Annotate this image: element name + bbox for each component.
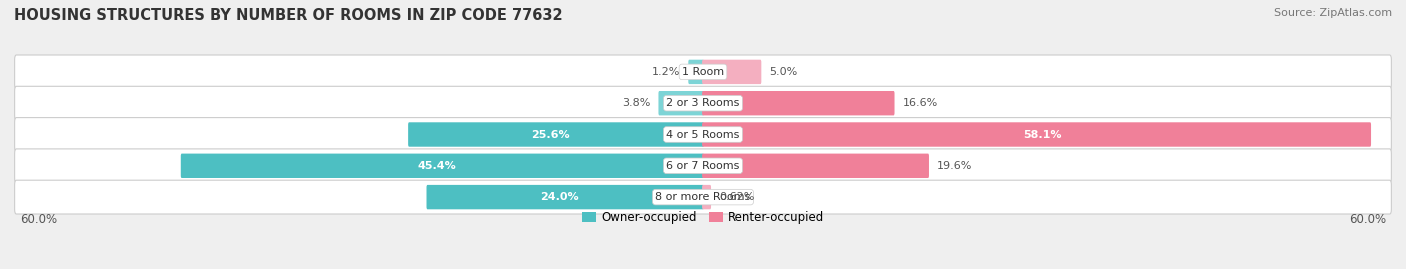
Text: 0.62%: 0.62% [720, 192, 755, 202]
FancyBboxPatch shape [658, 91, 704, 115]
Text: 60.0%: 60.0% [1350, 213, 1386, 226]
Text: 5.0%: 5.0% [769, 67, 797, 77]
FancyBboxPatch shape [702, 154, 929, 178]
Text: Source: ZipAtlas.com: Source: ZipAtlas.com [1274, 8, 1392, 18]
FancyBboxPatch shape [426, 185, 704, 209]
Text: 24.0%: 24.0% [540, 192, 579, 202]
Text: 1.2%: 1.2% [651, 67, 681, 77]
Text: 45.4%: 45.4% [418, 161, 456, 171]
FancyBboxPatch shape [702, 60, 761, 84]
FancyBboxPatch shape [408, 122, 704, 147]
Text: 60.0%: 60.0% [20, 213, 56, 226]
Text: 58.1%: 58.1% [1024, 129, 1062, 140]
Text: 4 or 5 Rooms: 4 or 5 Rooms [666, 129, 740, 140]
Text: 1 Room: 1 Room [682, 67, 724, 77]
FancyBboxPatch shape [689, 60, 704, 84]
Text: 3.8%: 3.8% [621, 98, 650, 108]
Text: HOUSING STRUCTURES BY NUMBER OF ROOMS IN ZIP CODE 77632: HOUSING STRUCTURES BY NUMBER OF ROOMS IN… [14, 8, 562, 23]
FancyBboxPatch shape [702, 185, 711, 209]
FancyBboxPatch shape [14, 55, 1392, 89]
Text: 19.6%: 19.6% [938, 161, 973, 171]
Text: 2 or 3 Rooms: 2 or 3 Rooms [666, 98, 740, 108]
FancyBboxPatch shape [14, 149, 1392, 183]
Text: 25.6%: 25.6% [531, 129, 569, 140]
FancyBboxPatch shape [181, 154, 704, 178]
Text: 8 or more Rooms: 8 or more Rooms [655, 192, 751, 202]
Text: 6 or 7 Rooms: 6 or 7 Rooms [666, 161, 740, 171]
FancyBboxPatch shape [702, 122, 1371, 147]
FancyBboxPatch shape [702, 91, 894, 115]
FancyBboxPatch shape [14, 118, 1392, 151]
Legend: Owner-occupied, Renter-occupied: Owner-occupied, Renter-occupied [578, 206, 828, 228]
Text: 16.6%: 16.6% [903, 98, 938, 108]
FancyBboxPatch shape [14, 86, 1392, 120]
FancyBboxPatch shape [14, 180, 1392, 214]
